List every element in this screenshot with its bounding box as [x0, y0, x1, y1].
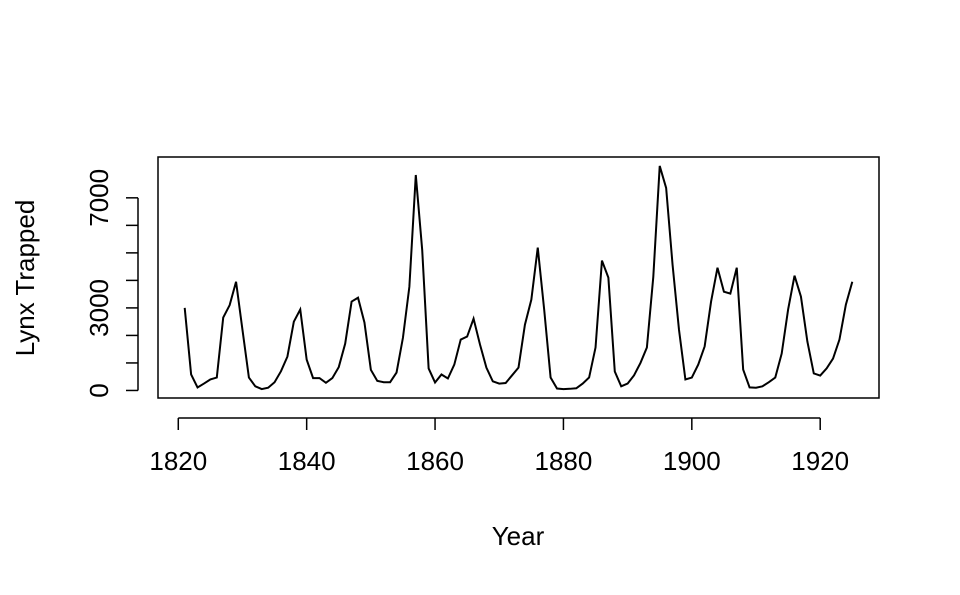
y-tick-label: 7000	[84, 169, 114, 227]
data-line	[183, 165, 854, 391]
y-axis-label: Lynx Trapped	[10, 200, 40, 357]
y-tick-label: 0	[84, 383, 114, 397]
x-tick-label: 1860	[406, 446, 464, 476]
x-tick-label: 1920	[791, 446, 849, 476]
x-tick-label: 1840	[278, 446, 336, 476]
plot-box	[157, 156, 880, 399]
x-axis-label: Year	[492, 521, 545, 551]
x-tick-label: 1900	[663, 446, 721, 476]
y-tick-label: 3000	[84, 279, 114, 337]
x-tick-label: 1820	[149, 446, 207, 476]
x-tick-label: 1880	[535, 446, 593, 476]
